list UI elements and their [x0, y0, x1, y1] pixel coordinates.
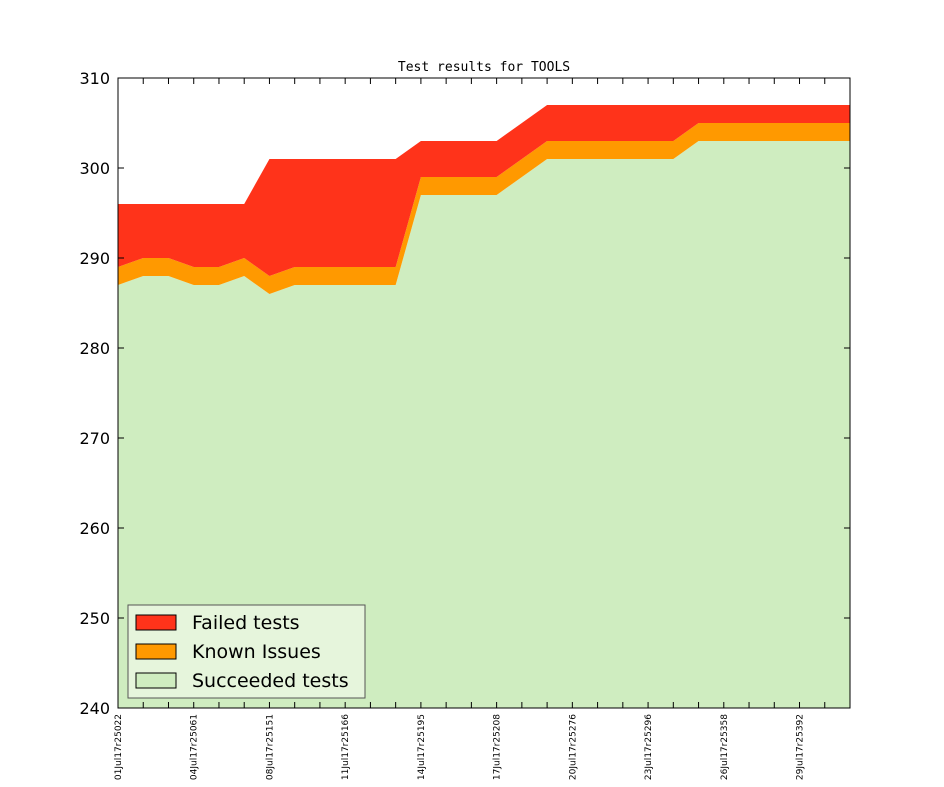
x-tick-label: 04Jul17r25061: [190, 714, 200, 780]
y-axis: 240 250 260 270 280 290 300 310: [79, 69, 850, 718]
legend-label-succeeded-tests: Succeeded tests: [192, 670, 349, 692]
y-tick-label: 290: [79, 249, 110, 268]
area-succeeded-tests: [118, 141, 850, 708]
x-tick-label: 26Jul17r25358: [720, 714, 730, 780]
area-known-issues: [118, 123, 850, 294]
y-tick-label: 300: [79, 159, 110, 178]
stacked-areas: [118, 105, 850, 708]
y-tick-label: 250: [79, 609, 110, 628]
area-failed-tests: [118, 105, 850, 276]
x-tick-label: 11Jul17r25166: [341, 714, 351, 780]
y-tick-label: 280: [79, 339, 110, 358]
legend-label-failed-tests: Failed tests: [192, 612, 300, 634]
x-tick-label: 29Jul17r25392: [796, 714, 806, 780]
legend-swatch-failed-tests: [135, 614, 177, 631]
plot-frame: [117, 77, 851, 709]
y-tick-label: 260: [79, 519, 110, 538]
chart-title: Test results for TOOLS: [398, 60, 570, 75]
y-tick-label: 270: [79, 429, 110, 448]
x-tick-label: 20Jul17r25276: [568, 714, 578, 780]
y-tick-label: 310: [79, 69, 110, 88]
legend-swatch-succeeded-tests: [135, 672, 177, 689]
x-axis: 01Jul17r25022 04Jul17r25061 08Jul17r25151 1…: [114, 78, 851, 780]
legend: Failed tests Known Issues Succeeded tests: [127, 604, 366, 699]
x-tick-label: 08Jul17r25151: [265, 714, 275, 780]
y-tick-label: 240: [79, 699, 110, 718]
legend-swatch-known-issues: [135, 643, 177, 660]
x-tick-label: 01Jul17r25022: [114, 714, 124, 780]
x-tick-label: 23Jul17r25296: [644, 714, 654, 780]
legend-label-known-issues: Known Issues: [192, 641, 321, 663]
x-tick-label: 14Jul17r25195: [417, 714, 427, 780]
x-tick-label: 17Jul17r25208: [493, 714, 503, 780]
